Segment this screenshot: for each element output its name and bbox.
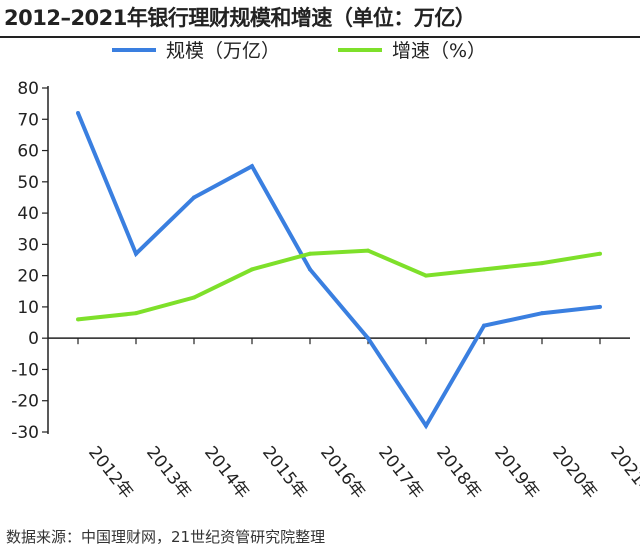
data-point-growth — [366, 248, 370, 253]
x-tick-label: 2017年 — [374, 443, 427, 503]
line-chart: -30 -20 -10 0 10 20 30 40 50 60 70 80 2012年 2013年 2014… — [11, 40, 640, 503]
x-tick-label: 2018年 — [432, 443, 485, 503]
y-tick-label: -20 — [11, 392, 39, 412]
data-point-scale — [482, 323, 486, 328]
y-tick-label: 40 — [17, 204, 39, 224]
data-point-growth — [424, 273, 428, 278]
data-point-scale — [134, 251, 138, 256]
y-tick-label: 10 — [17, 298, 39, 318]
source-note: 数据来源：中国理财网，21世纪资管研究院整理 — [6, 528, 326, 546]
chart-title: 2012–2021年银行理财规模和增速（单位：万亿） — [4, 6, 476, 30]
data-point-growth — [598, 251, 602, 256]
y-tick-label: 50 — [17, 173, 39, 193]
y-tick-label: 30 — [17, 235, 39, 255]
data-point-scale — [424, 423, 428, 428]
data-point-scale — [366, 336, 370, 341]
x-tick-label: 2016年 — [316, 443, 369, 503]
data-point-growth — [134, 311, 138, 316]
data-point-growth — [540, 261, 544, 266]
data-point-growth — [192, 295, 196, 300]
data-point-growth — [308, 251, 312, 256]
data-point-scale — [192, 195, 196, 200]
data-point-growth — [250, 267, 254, 272]
y-tick-label: -30 — [11, 423, 39, 443]
x-tick-label: 2021年 — [606, 443, 640, 503]
y-tick-label: 20 — [17, 267, 39, 287]
x-tick-label: 2020年 — [548, 443, 601, 503]
legend-label: 规模（万亿） — [166, 40, 280, 62]
series-line-scale — [76, 112, 601, 430]
x-tick-label: 2013年 — [142, 443, 195, 503]
x-tick-label: 2019年 — [490, 443, 543, 503]
data-point-growth — [482, 267, 486, 272]
y-tick-label: 70 — [17, 110, 39, 130]
x-tick-label: 2012年 — [84, 443, 137, 503]
y-tick-label: 60 — [17, 142, 39, 162]
data-point-scale — [250, 164, 254, 169]
y-tick-label: 80 — [17, 79, 39, 99]
x-tick-label: 2015年 — [258, 443, 311, 503]
data-point-scale — [308, 267, 312, 272]
x-tick-label: 2014年 — [200, 443, 253, 503]
y-tick-label: 0 — [28, 329, 39, 349]
series-line-growth — [77, 248, 601, 322]
data-point-scale — [76, 111, 80, 116]
data-point-growth — [76, 317, 80, 322]
data-point-scale — [540, 311, 544, 316]
legend-label: 增速（%） — [392, 40, 486, 62]
data-point-scale — [598, 304, 602, 309]
y-tick-label: -10 — [11, 360, 39, 380]
title-divider — [0, 36, 640, 38]
